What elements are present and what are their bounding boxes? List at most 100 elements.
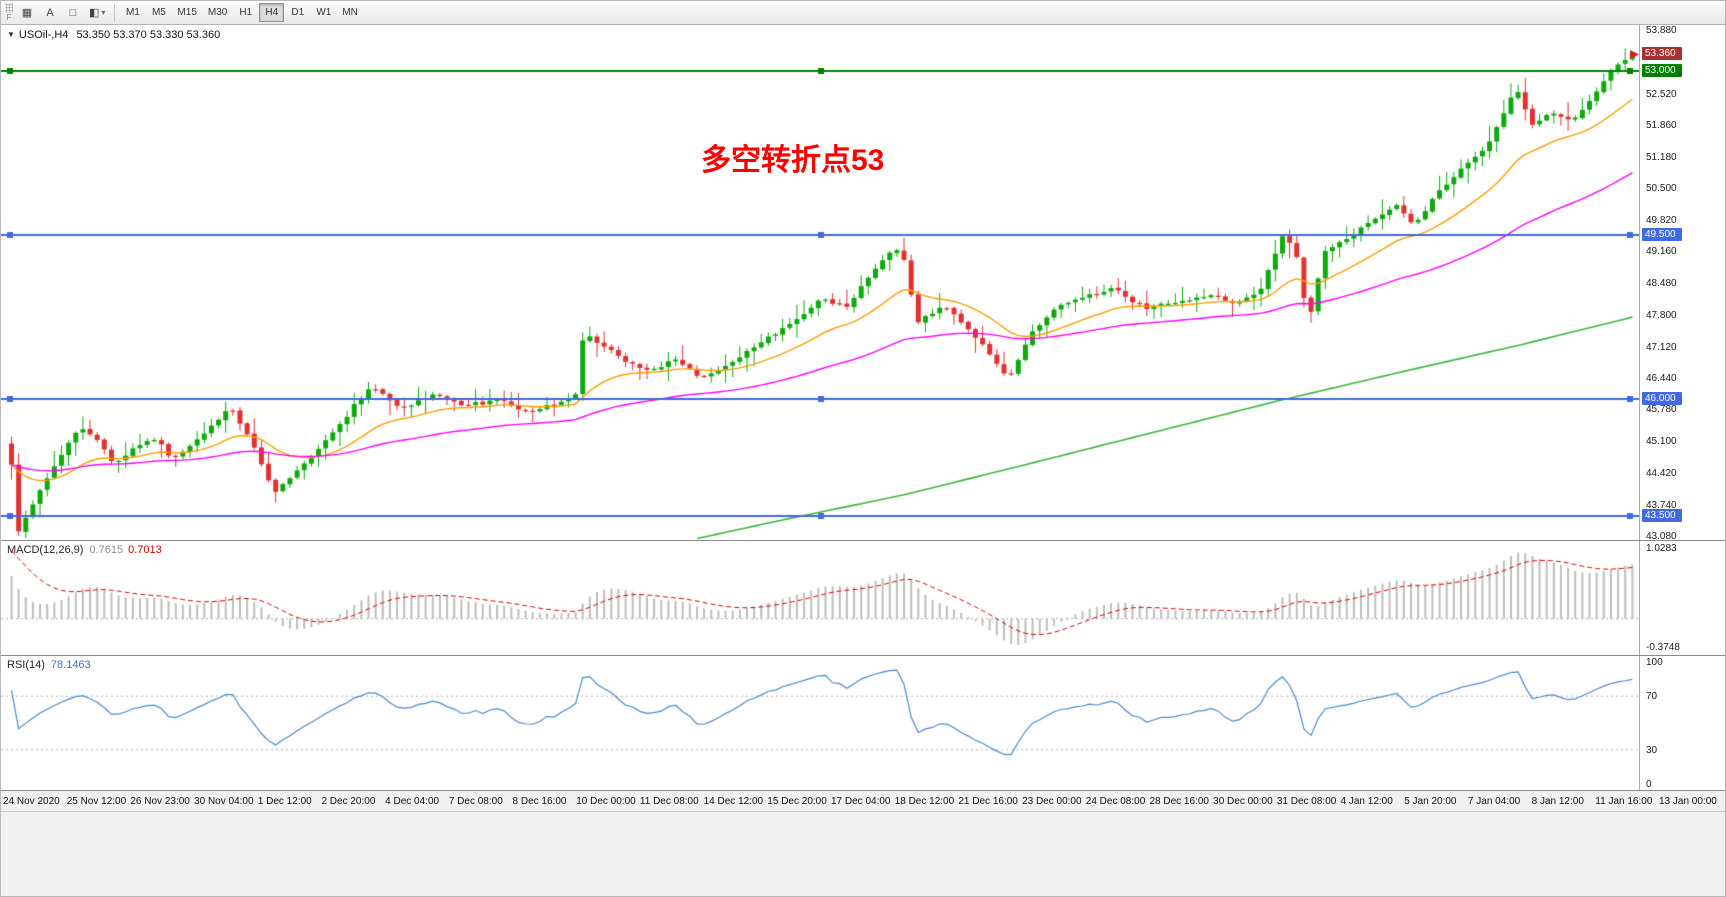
time-tick-label: 8 Dec 16:00: [512, 796, 567, 807]
price-tick-label: 48.480: [1646, 277, 1677, 289]
macd-axis-bottom: -0.3748: [1646, 642, 1680, 653]
bottom-filler: [1, 812, 1725, 896]
last-price-badge: 53.360: [1642, 47, 1682, 61]
time-tick-label: 8 Jan 12:00: [1531, 796, 1584, 807]
macd-main-value: 0.7615: [89, 544, 124, 556]
drag-dots-icon: [5, 3, 13, 13]
chart-annotation-text[interactable]: 多空转折点53: [701, 144, 885, 177]
hline-49500-badge: 49.500: [1642, 228, 1682, 242]
time-tick-label: 4 Jan 12:00: [1340, 796, 1393, 807]
hline-46000-badge: 46.000: [1642, 392, 1682, 406]
timeframe-m30-button[interactable]: M30: [203, 3, 232, 22]
rsi-label: RSI(14) 78.1463: [7, 659, 91, 671]
time-tick-label: 26 Nov 23:00: [130, 796, 190, 807]
rsi-name: RSI(14): [7, 659, 45, 671]
toolbar: F ▦ A □ ◧ ▾ M1 M5 M15 M30 H1 H4 D1 W1 MN: [1, 1, 1725, 25]
price-tick-label: 51.180: [1646, 151, 1677, 163]
price-tick-label: 49.160: [1646, 246, 1677, 258]
macd-label: MACD(12,26,9) 0.7615 0.7013: [7, 544, 162, 556]
time-axis[interactable]: 24 Nov 2020 25 Nov 12:00 26 Nov 23:00 30 No…: [1, 791, 1725, 812]
time-tick-label: 7 Jan 04:00: [1467, 796, 1521, 807]
symbol-period-label: USOil-,H4: [18, 29, 69, 41]
time-tick-label: 14 Dec 12:00: [703, 796, 764, 807]
time-tick-label: 24 Dec 08:00: [1085, 796, 1146, 807]
timeframe-m15-button[interactable]: M15: [172, 3, 201, 22]
timeframe-m5-button[interactable]: M5: [146, 3, 171, 22]
time-tick-label: 24 Nov 2020: [3, 796, 60, 807]
macd-panel: MACD(12,26,9) 0.7615 0.7013 1.0283 -0.3748: [1, 541, 1725, 656]
chart-title: ▼ USOil-,H4 53.350 53.370 53.330 53.360: [7, 29, 220, 41]
main-chart-panel: ▼ USOil-,H4 53.350 53.370 53.330 53.360 多空…: [1, 25, 1725, 542]
time-tick-label: 4 Dec 04:00: [385, 796, 440, 807]
caret-down-icon: ▾: [101, 8, 106, 17]
time-tick-label: 25 Nov 12:00: [66, 796, 127, 807]
price-tick-label: 45.100: [1646, 436, 1677, 448]
draw-tools-icon: ◧: [89, 7, 100, 19]
timeframe-mn-button[interactable]: MN: [337, 3, 363, 22]
time-tick-label: 30 Dec 00:00: [1213, 796, 1273, 807]
rsi-tick-label: 70: [1646, 691, 1658, 703]
price-tick-label: 51.860: [1646, 119, 1677, 131]
timeframe-h1-button[interactable]: H1: [233, 3, 258, 22]
toolbar-separator: [114, 3, 116, 22]
timeframe-m1-button[interactable]: M1: [120, 3, 145, 22]
price-tick-label: 50.500: [1646, 183, 1677, 195]
timeframe-h4-button[interactable]: H4: [259, 3, 285, 22]
time-tick-label: 17 Dec 04:00: [831, 796, 891, 807]
time-tick-label: 2 Dec 20:00: [321, 796, 376, 807]
time-tick-label: 31 Dec 08:00: [1276, 796, 1337, 807]
macd-signal-value: 0.7013: [128, 544, 162, 556]
price-tick-label: 45.780: [1646, 404, 1677, 416]
macd-axis-top: 1.0283: [1646, 543, 1677, 554]
price-tick-label: 43.740: [1646, 499, 1677, 511]
price-tick-label: 53.880: [1646, 25, 1677, 37]
macd-canvas[interactable]: [1, 541, 1641, 655]
rsi-tick-label: 30: [1646, 744, 1658, 756]
time-tick-label: 10 Dec 00:00: [576, 796, 636, 807]
price-tick-label: 46.440: [1646, 373, 1677, 385]
rsi-tick-label: 0: [1646, 779, 1652, 790]
time-tick-label: 15 Dec 20:00: [767, 796, 827, 807]
price-tick-label: 47.800: [1646, 309, 1677, 321]
toolbar-drag-handle[interactable]: F: [3, 2, 15, 24]
select-tool-button[interactable]: □: [62, 3, 84, 23]
price-tick-label: 52.520: [1646, 88, 1677, 100]
rsi-tick-label: 100: [1646, 657, 1663, 668]
price-axis[interactable]: 53.880 52.520 51.860 51.180 50.500 49.820 49.1…: [1639, 25, 1725, 542]
ohlc-values: 53.350 53.370 53.330 53.360: [76, 29, 221, 41]
hline-43500-badge: 43.500: [1642, 509, 1682, 523]
rsi-panel: RSI(14) 78.1463 100 70 30 0: [1, 656, 1725, 791]
time-tick-label: 21 Dec 16:00: [958, 796, 1018, 807]
collapse-triangle-icon: ▼: [7, 30, 15, 39]
rsi-axis[interactable]: 100 70 30 0: [1639, 656, 1725, 790]
rsi-value: 78.1463: [50, 659, 91, 671]
time-tick-label: 23 Dec 00:00: [1022, 796, 1082, 807]
text-tool-button[interactable]: A: [39, 3, 61, 23]
hline-53000-badge: 53.000: [1642, 64, 1682, 78]
price-tick-label: 49.820: [1646, 215, 1677, 227]
price-chart-canvas[interactable]: [1, 25, 1641, 540]
time-tick-label: 11 Jan 16:00: [1595, 796, 1653, 807]
charts-grid-button[interactable]: ▦: [16, 3, 38, 23]
select-box-icon: □: [69, 6, 77, 19]
rsi-canvas[interactable]: [1, 656, 1641, 790]
text-tool-icon: A: [46, 6, 54, 19]
time-tick-label: 7 Dec 08:00: [448, 796, 503, 807]
price-tick-label: 47.120: [1646, 341, 1677, 353]
time-tick-label: 30 Nov 04:00: [194, 796, 254, 807]
time-tick-label: 18 Dec 12:00: [894, 796, 955, 807]
price-tick-label: 43.080: [1646, 530, 1677, 542]
charts-grid-icon: ▦: [21, 7, 33, 19]
time-tick-label: 5 Jan 20:00: [1404, 796, 1457, 807]
time-tick-label: 11 Dec 08:00: [639, 796, 699, 807]
macd-name: MACD(12,26,9): [7, 544, 84, 556]
time-tick-label: 1 Dec 12:00: [257, 796, 312, 807]
macd-axis[interactable]: 1.0283 -0.3748: [1639, 541, 1725, 655]
price-tick-label: 44.420: [1646, 468, 1677, 480]
toolbar-handle-label: F: [6, 13, 12, 22]
draw-tools-dropdown[interactable]: ◧ ▾: [85, 3, 109, 23]
timeframe-d1-button[interactable]: D1: [285, 3, 310, 22]
timeframe-w1-button[interactable]: W1: [311, 3, 336, 22]
time-tick-label: 13 Jan 00:00: [1659, 796, 1717, 807]
